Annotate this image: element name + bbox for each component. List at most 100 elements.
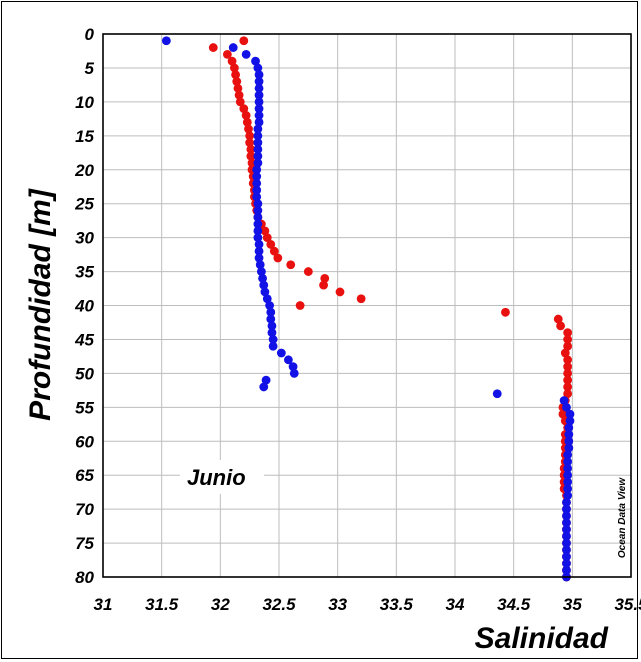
data-point <box>253 212 263 222</box>
data-point <box>261 375 271 385</box>
data-point <box>245 138 255 148</box>
data-point <box>562 504 571 514</box>
data-point <box>235 97 245 107</box>
plot-area-border <box>102 33 632 578</box>
points-layer <box>161 36 575 582</box>
data-point <box>254 70 264 80</box>
data-point <box>563 341 573 351</box>
data-point <box>266 314 276 324</box>
data-point <box>253 233 263 243</box>
data-point <box>222 49 232 59</box>
data-point <box>286 260 296 270</box>
series-1 <box>208 36 573 582</box>
x-tick-label: 34 <box>446 595 465 614</box>
data-point <box>501 307 510 317</box>
data-point <box>563 450 573 460</box>
x-tick-label: 31.5 <box>145 595 179 614</box>
y-tick-label: 10 <box>75 93 94 112</box>
data-point <box>254 246 264 256</box>
annotation-box: Junio <box>180 460 264 494</box>
data-point <box>260 287 270 297</box>
y-tick-label: 50 <box>75 364 94 383</box>
data-point <box>563 464 573 473</box>
data-point <box>232 77 242 86</box>
data-point <box>254 97 264 107</box>
data-point <box>244 124 253 134</box>
data-point <box>228 43 238 52</box>
y-axis-title: Profundidad [m] <box>24 188 57 421</box>
x-tick-label: 35.5 <box>614 595 641 614</box>
data-point <box>254 111 264 120</box>
data-point <box>253 226 263 236</box>
y-tick-label: 70 <box>75 500 94 519</box>
data-point <box>564 436 574 446</box>
data-point <box>288 362 298 371</box>
data-point <box>265 301 275 310</box>
x-tick-label: 33 <box>328 595 347 614</box>
data-point <box>563 477 573 487</box>
data-point <box>227 56 237 66</box>
data-point <box>253 131 263 141</box>
data-point <box>562 511 571 521</box>
data-point <box>266 307 276 317</box>
data-point <box>563 484 573 494</box>
data-point <box>259 382 269 392</box>
data-point <box>266 240 276 249</box>
y-tick-label: 15 <box>75 127 94 146</box>
data-point <box>262 294 272 304</box>
data-point <box>295 301 305 310</box>
data-point <box>563 382 573 392</box>
data-point <box>253 206 263 215</box>
data-point <box>253 151 263 161</box>
data-point <box>246 144 256 154</box>
y-tick-label: 65 <box>75 466 94 485</box>
data-point <box>562 525 571 534</box>
data-point <box>230 63 239 73</box>
data-point <box>233 83 243 93</box>
data-point <box>562 552 571 562</box>
data-point <box>564 443 574 453</box>
data-point <box>273 253 283 263</box>
data-point <box>254 90 264 100</box>
data-point <box>251 56 260 66</box>
y-tick-label: 25 <box>74 195 94 214</box>
data-point <box>556 321 565 331</box>
data-point <box>562 565 571 575</box>
data-point <box>241 49 251 59</box>
data-point <box>268 341 278 351</box>
data-point <box>252 185 262 195</box>
data-point <box>564 423 574 433</box>
data-point <box>563 491 573 500</box>
data-point <box>558 409 568 419</box>
y-tick-label: 75 <box>75 534 94 553</box>
data-point <box>559 396 569 405</box>
data-point <box>356 294 366 304</box>
data-point <box>564 430 574 439</box>
data-point <box>253 144 263 154</box>
data-point <box>563 389 573 399</box>
data-point <box>563 368 573 378</box>
data-point <box>562 531 571 541</box>
data-point <box>252 172 262 181</box>
data-point <box>253 219 263 229</box>
data-point <box>234 90 244 100</box>
data-point <box>563 470 573 480</box>
data-point <box>252 178 262 188</box>
data-point <box>562 497 571 507</box>
y-tick-label: 55 <box>75 398 94 417</box>
data-point <box>563 328 573 338</box>
data-point <box>268 335 278 344</box>
data-point <box>254 253 264 263</box>
data-point <box>562 545 571 555</box>
data-point <box>254 104 264 114</box>
data-point <box>289 368 299 378</box>
data-point <box>246 151 256 161</box>
y-tick-label: 45 <box>74 330 94 349</box>
x-tick-label: 32.5 <box>262 595 296 614</box>
data-point <box>303 267 313 276</box>
x-tick-label: 32 <box>211 595 230 614</box>
y-tick-label: 20 <box>74 161 94 180</box>
tick-labels: 31 31.5 32 32.5 33 33.5 34 34.5 35 35.5 0 5 10 15 20 25… <box>74 25 641 614</box>
series-2 <box>161 36 575 582</box>
